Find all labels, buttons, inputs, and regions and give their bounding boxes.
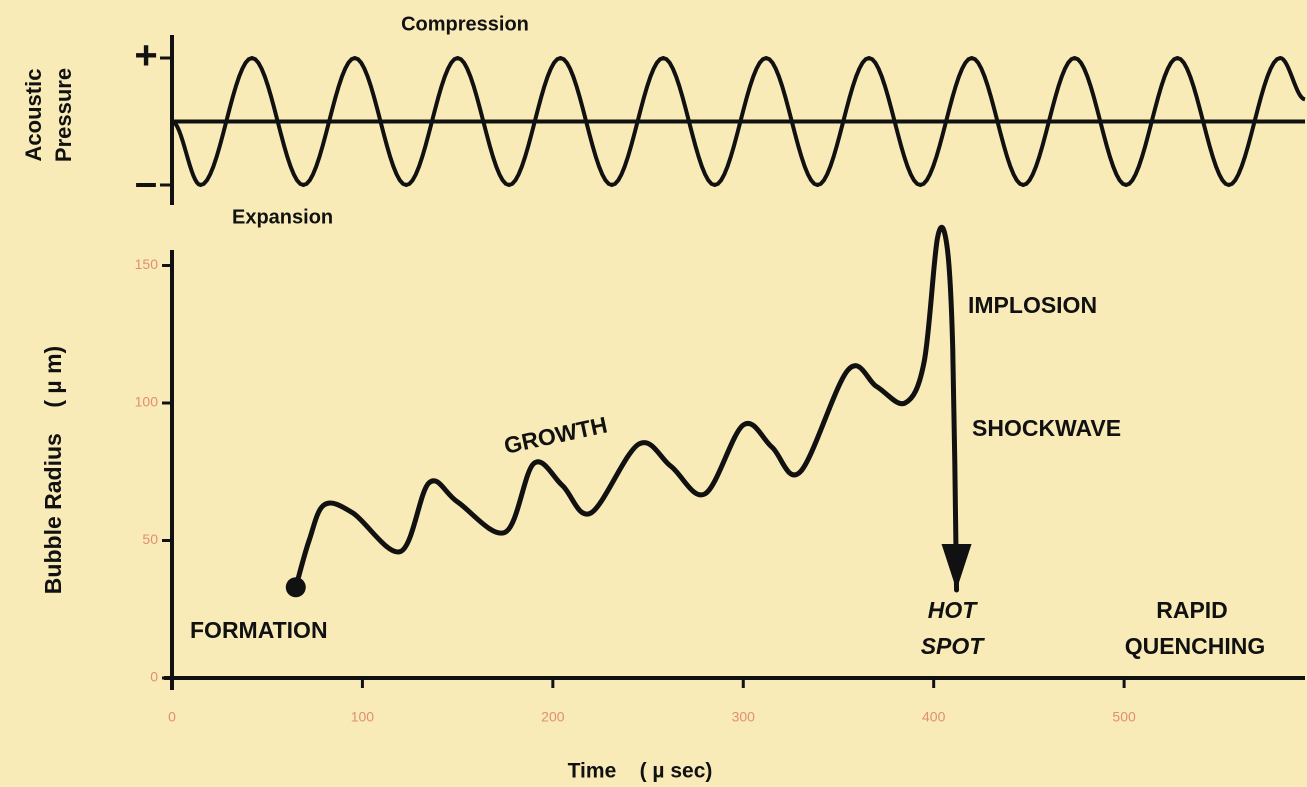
x-tick-label: 300 [732, 709, 756, 725]
x-tick-label: 200 [541, 709, 565, 725]
annotation: FORMATION [190, 617, 328, 643]
arrow-head [941, 544, 972, 590]
pressure-line [171, 55, 1306, 188]
annotation: HOT [928, 597, 979, 623]
y-tick-label: 150 [135, 256, 159, 272]
x-tick-label: 100 [351, 709, 375, 725]
y-tick-label: 50 [142, 531, 158, 547]
y-tick-label: – [135, 161, 157, 205]
y-axis-label: Bubble Radius ( µ m) [40, 346, 66, 594]
x-tick-label: 0 [168, 709, 176, 725]
annotation: Expansion [232, 206, 333, 228]
y-axis-label: Acoustic [21, 69, 46, 162]
y-axis-label: Pressure [51, 68, 76, 162]
radius-line [293, 224, 960, 593]
y-tick-label: 0 [150, 669, 158, 685]
y-tick-label: + [134, 34, 157, 78]
annotation: RAPID [1156, 597, 1228, 623]
x-axis-label: Time ( µ sec) [568, 760, 713, 783]
annotation: Compression [401, 13, 529, 35]
annotation: SHOCKWAVE [972, 415, 1121, 441]
start-point [285, 577, 306, 598]
annotation: SPOT [921, 633, 986, 659]
annotation: IMPLOSION [968, 292, 1097, 318]
x-tick-label: 400 [922, 709, 946, 725]
annotation: QUENCHING [1125, 633, 1266, 659]
y-tick-label: 100 [135, 394, 159, 410]
x-tick-label: 500 [1112, 709, 1136, 725]
